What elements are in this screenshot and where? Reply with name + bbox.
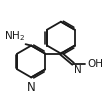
- Text: N: N: [27, 81, 36, 94]
- Text: OH: OH: [87, 59, 103, 69]
- Text: NH$_2$: NH$_2$: [3, 29, 25, 43]
- Text: N: N: [74, 65, 82, 75]
